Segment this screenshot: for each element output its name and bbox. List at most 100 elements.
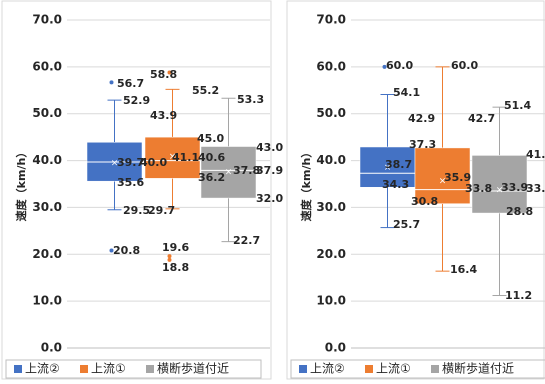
data-label-outlier: 18.8 <box>162 261 189 274</box>
data-label-outlier: 20.8 <box>113 244 140 257</box>
data-label-extra: 37.9 <box>256 164 283 177</box>
mean-marker: × <box>496 186 504 196</box>
data-label-max: 53.3 <box>237 93 264 106</box>
box <box>471 155 528 214</box>
data-label-q1: 34.3 <box>382 178 409 191</box>
data-label-q1: 32.0 <box>256 192 283 205</box>
legend-swatch <box>299 365 307 373</box>
legend-swatch <box>365 365 373 373</box>
panel-border <box>1 0 272 380</box>
outlier-point <box>167 70 172 75</box>
data-label-median: 33.8 <box>465 182 492 195</box>
box <box>144 136 201 179</box>
outlier-point <box>382 64 387 69</box>
y-tick-label: 40.0 <box>32 153 62 167</box>
legend-label: 上流② <box>310 362 345 376</box>
legend-label: 横断歩道付近 <box>442 361 514 376</box>
box <box>359 146 416 188</box>
y-tick-label: 0.0 <box>325 341 346 355</box>
data-label-min: 11.2 <box>505 289 532 302</box>
y-tick-label: 10.0 <box>32 294 62 308</box>
data-label-max: 55.2 <box>192 84 219 97</box>
data-label-mean: 35.9 <box>444 171 471 184</box>
mean-marker: × <box>111 158 119 168</box>
y-tick-label: 40.0 <box>316 153 346 167</box>
y-tick-label: 20.0 <box>32 247 62 261</box>
data-label-min: 25.7 <box>393 218 420 231</box>
box-series-2: × <box>144 70 201 262</box>
box <box>414 147 471 204</box>
data-label-median: 33.5 <box>526 182 545 195</box>
legend-swatch <box>80 365 88 373</box>
mean-marker: × <box>384 163 392 173</box>
data-label-mean: 33.9 <box>501 181 528 194</box>
legend-label: 横断歩道付近 <box>157 361 229 376</box>
legend-swatch <box>14 365 22 373</box>
box <box>200 146 257 199</box>
y-tick-label: 30.0 <box>32 200 62 214</box>
y-tick-label: 50.0 <box>316 106 346 120</box>
box-series-3: × <box>200 97 257 243</box>
data-label-q3: 43.9 <box>150 109 177 122</box>
data-label-q1: 30.8 <box>411 195 438 208</box>
data-label-outlier: 19.6 <box>162 241 189 254</box>
data-label-min: 29.5 <box>123 204 150 217</box>
data-label-min: 29.7 <box>148 204 175 217</box>
box-series-2: × <box>414 66 471 272</box>
data-label-mean: 41.1 <box>172 151 199 164</box>
outlier-point <box>109 80 114 85</box>
data-label-q3: 42.7 <box>468 112 495 125</box>
mean-marker: × <box>439 176 447 186</box>
data-label-median: 37.3 <box>409 138 436 151</box>
y-axis-label: 速度（km/h） <box>299 147 313 222</box>
y-tick-label: 20.0 <box>316 247 346 261</box>
data-label-median: 39.7 <box>117 156 144 169</box>
data-label-q3: 41.1 <box>526 148 545 161</box>
data-label-median: 40.6 <box>198 151 225 164</box>
y-axis-label: 速度（km/h） <box>14 147 28 222</box>
y-tick-label: 60.0 <box>316 59 346 73</box>
mean-marker: × <box>225 167 233 177</box>
data-label-q1: 36.2 <box>198 171 225 184</box>
data-label-q3: 45.0 <box>197 132 224 145</box>
box-series-3: × <box>471 106 528 297</box>
data-label-outlier: 58.8 <box>150 68 177 81</box>
legend-label: 上流② <box>25 362 60 376</box>
data-label-max: 52.9 <box>123 94 150 107</box>
data-label-max: 51.4 <box>504 99 531 112</box>
data-label-outlier: 60.0 <box>386 59 413 72</box>
data-label-max: 54.1 <box>393 86 420 99</box>
mean-marker: × <box>169 152 177 162</box>
box-series-1: × <box>359 64 416 229</box>
chart-panel-2: × × × <box>286 0 545 380</box>
data-label-q1: 28.8 <box>506 205 533 218</box>
legend <box>5 359 262 379</box>
data-label-min: 16.4 <box>450 263 477 276</box>
data-label-min: 22.7 <box>233 234 260 247</box>
box-series-1: × <box>86 80 143 253</box>
y-tick-label: 70.0 <box>32 13 62 27</box>
outlier-point <box>167 257 172 262</box>
data-label-median: 40.0 <box>140 156 167 169</box>
legend-border <box>5 359 262 379</box>
data-label-max: 60.0 <box>451 59 478 72</box>
data-label-mean: 37.8 <box>233 164 260 177</box>
outlier-point <box>167 254 172 259</box>
y-tick-label: 10.0 <box>316 294 346 308</box>
outlier-point <box>109 248 114 253</box>
data-label-q1: 35.6 <box>117 176 144 189</box>
y-tick-label: 70.0 <box>316 13 346 27</box>
legend-border <box>290 359 545 379</box>
legend <box>290 359 545 379</box>
data-label-mean: 38.7 <box>385 158 412 171</box>
legend-swatch <box>146 365 154 373</box>
data-label-outlier: 56.7 <box>117 77 144 90</box>
data-label-q3: 42.9 <box>408 112 435 125</box>
chart-panel-1: × × × <box>1 0 272 380</box>
legend-label: 上流① <box>376 362 411 376</box>
y-tick-label: 50.0 <box>32 106 62 120</box>
y-tick-label: 60.0 <box>32 59 62 73</box>
y-tick-label: 30.0 <box>316 200 346 214</box>
